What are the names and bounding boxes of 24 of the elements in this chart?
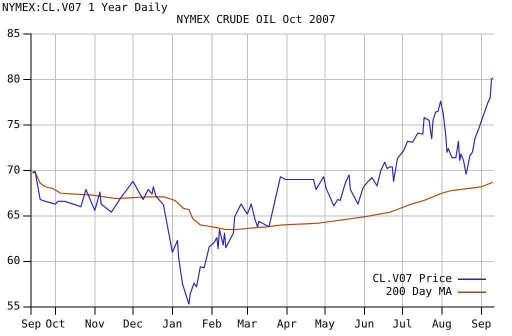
x-tick-label: Jul [392, 317, 412, 330]
x-tick-label: Jan [162, 317, 182, 330]
chart-title: NYMEX CRUDE OIL Oct 2007 [176, 12, 336, 26]
y-tick-label: 80 [6, 72, 20, 86]
x-tick-label: May [314, 317, 336, 330]
x-tick-label: Apr [276, 317, 298, 330]
y-tick-label: 60 [6, 254, 20, 268]
chart-subtitle: NYMEX:CL.V07 1 Year Daily [2, 0, 168, 14]
y-tick-label: 65 [6, 208, 20, 222]
x-tick-label: Sep [471, 317, 492, 330]
legend-label: 200 Day MA [386, 285, 452, 298]
x-tick-label: Nov [84, 317, 106, 330]
x-tick-label: Dec [123, 317, 143, 330]
x-tick-label: Feb [202, 317, 222, 330]
x-tick-label: Mar [237, 317, 258, 330]
x-tick-label: Oct [45, 317, 66, 330]
x-tick-label: Sep [21, 317, 42, 330]
legend-label: CL.V07 Price [372, 272, 452, 286]
x-tick-label: Jun [354, 317, 374, 330]
y-tick-label: 85 [6, 26, 20, 40]
x-tick-label: Aug [432, 317, 452, 330]
y-tick-label: 75 [6, 118, 20, 131]
y-tick-label: 55 [6, 300, 20, 313]
y-tick-label: 70 [6, 163, 20, 176]
